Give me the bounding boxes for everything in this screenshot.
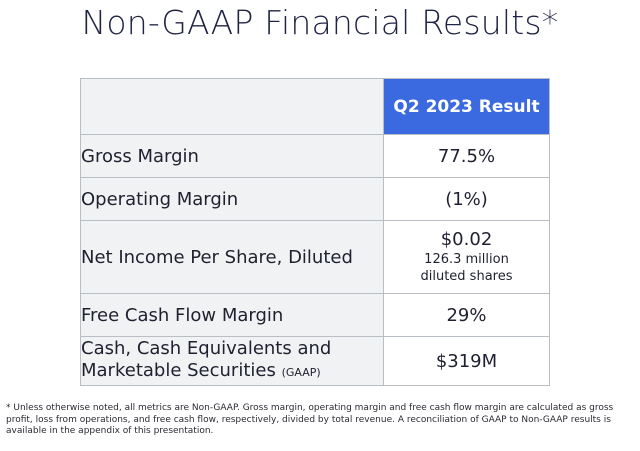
row-value-operating-margin: (1%) [383,177,550,221]
row-value-net-income-per-share: $0.02 126.3 million diluted shares [383,220,550,294]
table-row: Operating Margin (1%) [80,177,550,221]
row-label-operating-margin: Operating Margin [80,177,384,221]
cash-label-line1: Cash, Cash Equivalents and [81,338,332,359]
column-header-q2-2023: Q2 2023 Result [383,78,550,135]
table-row: Net Income Per Share, Diluted $0.02 126.… [80,220,550,294]
row-value-cash-and-securities: $319M [383,336,550,386]
row-value-gross-margin: 77.5% [383,134,550,178]
row-label-cash-and-securities: Cash, Cash Equivalents and Marketable Se… [80,336,384,386]
row-value-free-cash-flow-margin: 29% [383,293,550,337]
page-title: Non-GAAP Financial Results* [81,3,559,42]
results-table: Q2 2023 Result Gross Margin 77.5% Operat… [80,78,550,386]
gaap-qualifier: (GAAP) [281,366,321,379]
row-label-net-income-per-share: Net Income Per Share, Diluted [80,220,384,294]
table-row: Cash, Cash Equivalents and Marketable Se… [80,336,550,386]
table-row: Free Cash Flow Margin 29% [80,293,550,337]
diluted-shares-label: diluted shares [420,269,513,284]
cash-label-line2-text: Marketable Securities [81,360,276,381]
row-label-free-cash-flow-margin: Free Cash Flow Margin [80,293,384,337]
table-row: Gross Margin 77.5% [80,134,550,178]
header-blank-cell [80,78,384,135]
table-header-row: Q2 2023 Result [80,78,550,135]
diluted-shares-count: 126.3 million [424,252,509,267]
footnote: * Unless otherwise noted, all metrics ar… [6,403,614,436]
row-label-gross-margin: Gross Margin [80,134,384,178]
eps-value: $0.02 [440,229,493,250]
cash-label-line2: Marketable Securities (GAAP) [81,360,383,384]
